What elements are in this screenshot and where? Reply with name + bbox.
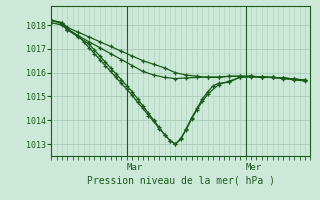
Text: Mer: Mer: [246, 164, 262, 172]
Text: Mar: Mar: [127, 164, 143, 172]
X-axis label: Pression niveau de la mer( hPa ): Pression niveau de la mer( hPa ): [87, 175, 275, 185]
